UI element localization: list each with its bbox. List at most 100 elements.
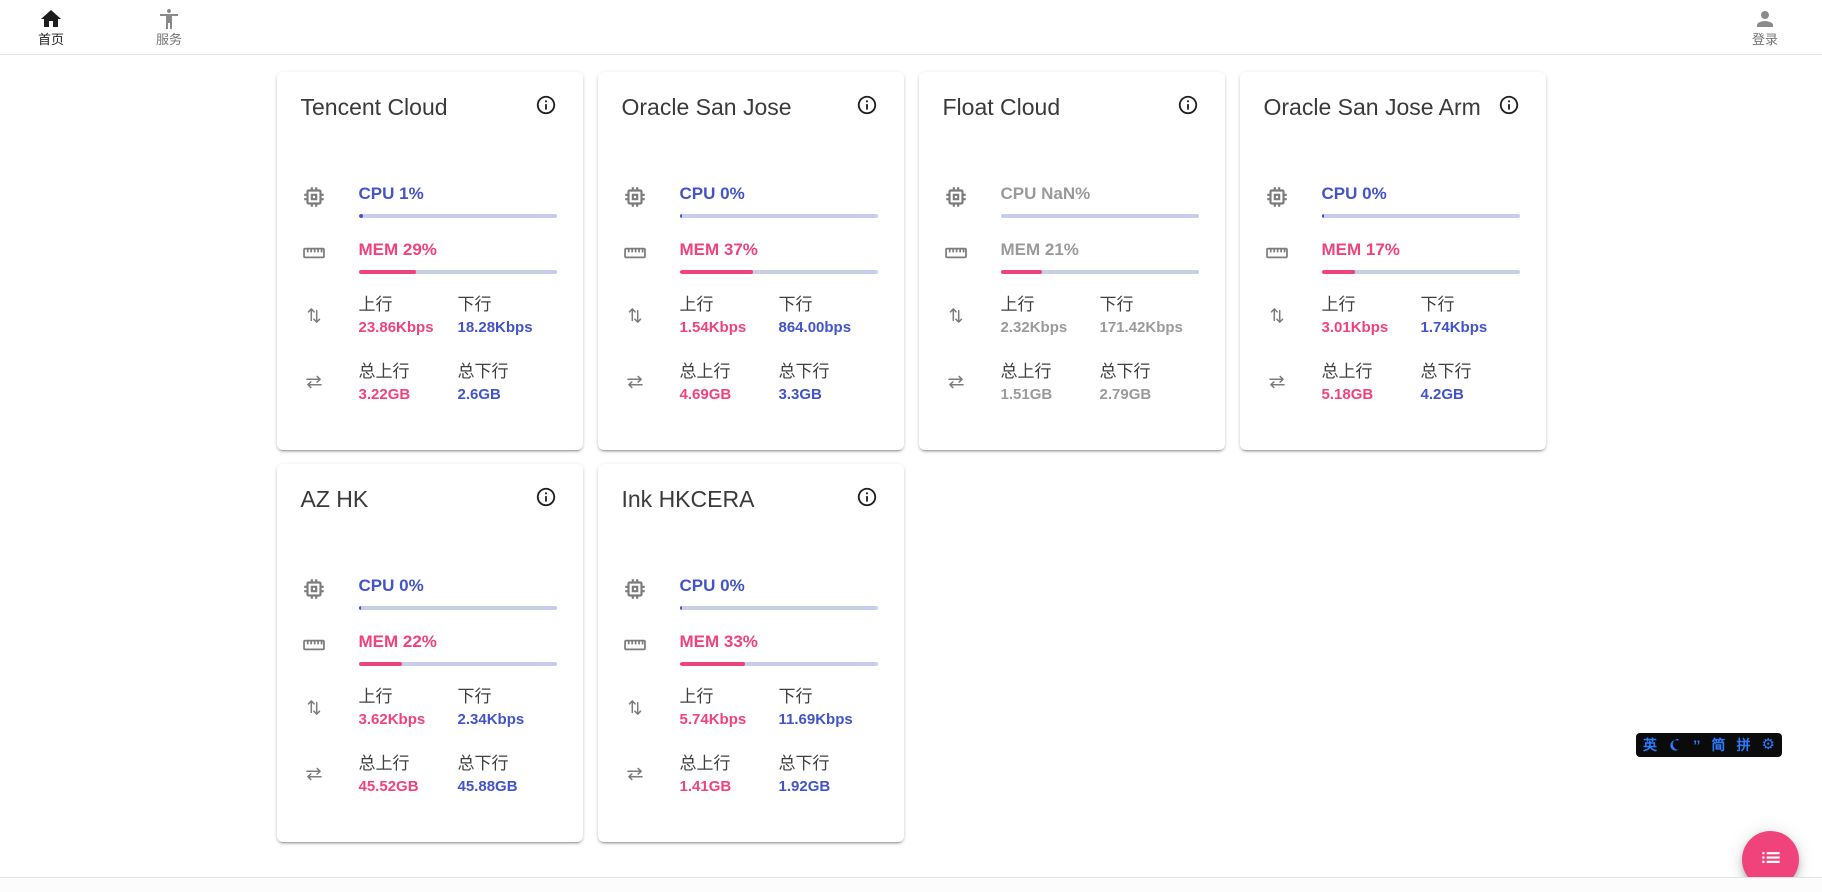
mem-row: MEM 33%	[622, 632, 878, 666]
total-upload-value: 1.41GB	[679, 778, 732, 795]
mem-progress-bar	[679, 662, 878, 666]
nav-item-home[interactable]: 首页	[38, 7, 64, 47]
mem-usage-label: MEM 33%	[679, 632, 758, 651]
download-value: 1.74Kbps	[1420, 319, 1488, 336]
cpu-usage-label: CPU 1%	[358, 184, 424, 203]
ime-simplified-button[interactable]: 简	[1711, 737, 1726, 753]
ime-settings-gear-icon[interactable]: ⚙	[1761, 736, 1775, 753]
server-card: Ink HKCERA CPU 0% MEM 33%	[597, 464, 904, 842]
nav-item-login[interactable]: 登录	[1752, 7, 1778, 47]
mem-progress-fill	[679, 270, 753, 274]
upload-value: 3.01Kbps	[1321, 319, 1389, 336]
mem-progress-fill	[1321, 270, 1356, 274]
server-name: Float Cloud	[942, 94, 1061, 120]
card-header: Ink HKCERA	[622, 484, 878, 514]
card-header: Float Cloud	[943, 92, 1199, 122]
ime-pinyin-button[interactable]: 拼	[1736, 737, 1751, 753]
cpu-progress-bar	[679, 214, 878, 218]
home-icon	[39, 7, 63, 31]
swap-horizontal-icon	[943, 361, 969, 404]
total-upload-label: 总上行	[1000, 362, 1052, 381]
info-icon[interactable]	[856, 486, 878, 508]
server-name: Tencent Cloud	[300, 94, 448, 120]
memory-ruler-icon	[622, 240, 648, 274]
mem-usage-label: MEM 29%	[358, 240, 437, 259]
mem-progress-bar	[358, 662, 557, 666]
nav-item-service[interactable]: 服务	[156, 7, 182, 47]
total-upload-label: 总上行	[1321, 362, 1373, 381]
person-icon	[1753, 7, 1777, 31]
total-download-value: 3.3GB	[778, 386, 822, 403]
upload-label: 上行	[1321, 295, 1356, 314]
info-icon[interactable]	[535, 94, 557, 116]
download-label: 下行	[778, 687, 813, 706]
total-upload-label: 总上行	[358, 754, 410, 773]
mem-progress-fill	[358, 270, 416, 274]
total-download-value: 2.6GB	[457, 386, 501, 403]
info-icon[interactable]	[856, 94, 878, 116]
total-upload-value: 1.51GB	[1000, 386, 1053, 403]
upload-label: 上行	[679, 687, 714, 706]
cpu-usage-label: CPU 0%	[679, 184, 745, 203]
mem-progress-fill	[679, 662, 745, 666]
server-card: Tencent Cloud CPU 1% MEM 29%	[276, 72, 583, 450]
total-upload-label: 总上行	[358, 362, 410, 381]
memory-ruler-icon	[301, 240, 327, 274]
swap-horizontal-icon	[1264, 361, 1290, 404]
nav-login-label: 登录	[1751, 32, 1778, 47]
total-download-label: 总下行	[457, 362, 509, 381]
cpu-chip-icon	[622, 576, 648, 610]
swap-horizontal-icon	[622, 753, 648, 796]
mem-row: MEM 17%	[1264, 240, 1520, 274]
card-header: Tencent Cloud	[301, 92, 557, 122]
server-name: Oracle San Jose Arm	[1263, 94, 1481, 120]
cpu-chip-icon	[1264, 184, 1290, 218]
cpu-progress-fill	[679, 606, 683, 610]
nav-home-label: 首页	[38, 32, 65, 47]
download-label: 下行	[1420, 295, 1455, 314]
info-icon[interactable]	[1498, 94, 1520, 116]
total-upload-value: 5.18GB	[1321, 386, 1374, 403]
ime-english-button[interactable]: 英	[1643, 737, 1657, 753]
total-upload-label: 总上行	[679, 362, 731, 381]
cpu-progress-fill	[1321, 214, 1325, 218]
total-traffic-row: 总上行 4.69GB 总下行 3.3GB	[622, 361, 878, 404]
card-header: Oracle San Jose Arm	[1264, 92, 1520, 122]
mem-usage-label: MEM 21%	[1000, 240, 1079, 259]
mem-row: MEM 37%	[622, 240, 878, 274]
download-value: 11.69Kbps	[778, 711, 853, 728]
info-icon[interactable]	[1177, 94, 1199, 116]
ime-punctuation-button[interactable]: ’’	[1693, 737, 1701, 753]
download-value: 18.28Kbps	[457, 319, 533, 336]
download-label: 下行	[457, 295, 492, 314]
network-speed-row: 上行 1.54Kbps 下行 864.00bps	[622, 294, 878, 337]
total-traffic-row: 总上行 3.22GB 总下行 2.6GB	[301, 361, 557, 404]
cpu-usage-label: CPU NaN%	[1000, 184, 1091, 203]
mem-progress-bar	[679, 270, 878, 274]
upload-value: 3.62Kbps	[358, 711, 426, 728]
server-card: AZ HK CPU 0% MEM 22%	[276, 464, 583, 842]
mem-row: MEM 22%	[301, 632, 557, 666]
info-icon[interactable]	[535, 486, 557, 508]
mem-progress-bar	[1000, 270, 1199, 274]
total-download-label: 总下行	[1099, 362, 1151, 381]
swap-vertical-icon	[622, 294, 648, 337]
network-speed-row: 上行 23.86Kbps 下行 18.28Kbps	[301, 294, 557, 337]
server-name: AZ HK	[300, 486, 369, 512]
cpu-progress-fill	[358, 214, 364, 218]
cpu-progress-bar	[358, 214, 557, 218]
total-upload-value: 4.69GB	[679, 386, 732, 403]
mem-progress-fill	[358, 662, 403, 666]
cpu-row: CPU 0%	[622, 184, 878, 218]
nav-service-label: 服务	[156, 32, 183, 47]
cpu-chip-icon	[301, 576, 327, 610]
cpu-row: CPU NaN%	[943, 184, 1199, 218]
accessibility-person-icon	[157, 7, 181, 31]
ime-moon-icon[interactable]	[1668, 738, 1682, 752]
total-download-label: 总下行	[778, 362, 830, 381]
network-speed-row: 上行 2.32Kbps 下行 171.42Kbps	[943, 294, 1199, 337]
download-value: 171.42Kbps	[1099, 319, 1183, 336]
total-traffic-row: 总上行 1.51GB 总下行 2.79GB	[943, 361, 1199, 404]
total-upload-label: 总上行	[679, 754, 731, 773]
memory-ruler-icon	[943, 240, 969, 274]
